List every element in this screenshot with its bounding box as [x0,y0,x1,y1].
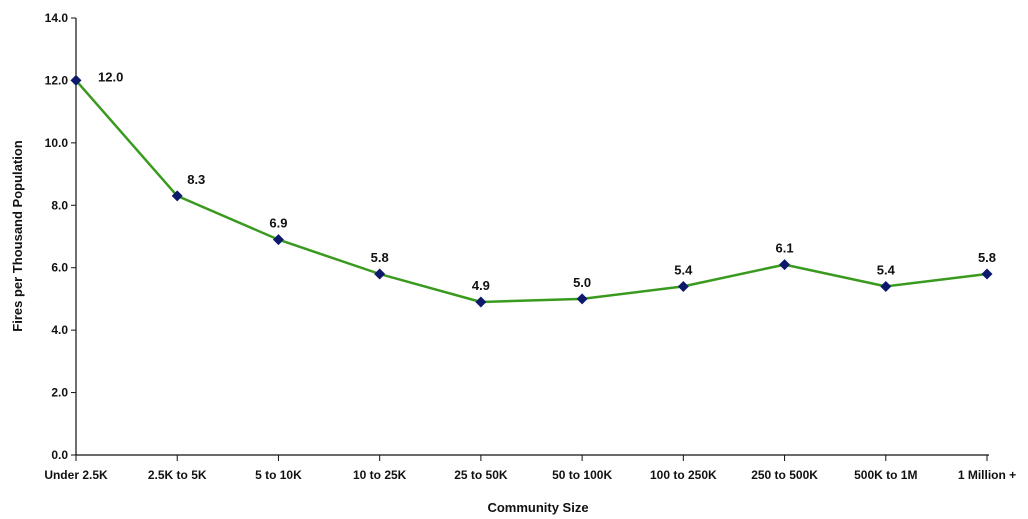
data-label: 4.9 [472,278,490,293]
y-axis-ticks: 0.0 2.0 4.0 6.0 8.0 10.0 12.0 14.0 [45,11,76,462]
data-label: 6.1 [776,241,794,256]
x-axis-title: Community Size [487,500,588,515]
y-tick-label: 4.0 [51,323,68,337]
x-tick-label: 500K to 1M [854,468,917,482]
data-markers [70,74,993,308]
data-point-marker [677,280,689,292]
data-point-marker [880,280,892,292]
data-point-marker [475,296,487,308]
x-tick-label: Under 2.5K [44,468,108,482]
axes [75,18,989,456]
x-tick-label: 5 to 10K [255,468,302,482]
y-tick-label: 14.0 [45,11,69,25]
y-tick-label: 8.0 [51,198,68,212]
x-tick-label: 50 to 100K [552,468,612,482]
x-tick-label: 2.5K to 5K [148,468,207,482]
data-label: 5.4 [877,262,896,277]
x-tick-label: 250 to 500K [751,468,818,482]
data-labels: 12.0 8.3 6.9 5.8 4.9 5.0 5.4 6.1 5.4 5.8 [98,69,996,293]
y-tick-label: 0.0 [51,448,68,462]
y-axis-title: Fires per Thousand Population [10,140,25,331]
data-label: 5.0 [573,275,591,290]
data-label: 6.9 [269,216,287,231]
data-point-marker [779,259,791,271]
y-tick-label: 12.0 [45,73,69,87]
data-point-marker [171,190,183,202]
series-line [75,79,988,304]
data-label: 8.3 [187,172,205,187]
y-tick-label: 2.0 [51,386,68,400]
x-axis-ticks: Under 2.5K 2.5K to 5K 5 to 10K 10 to 25K 25 … [44,455,1016,482]
data-point-marker [272,234,284,246]
data-label: 5.8 [978,250,996,265]
data-label: 12.0 [98,69,123,84]
y-tick-label: 10.0 [45,136,69,150]
y-tick-label: 6.0 [51,261,68,275]
data-label: 5.4 [674,262,693,277]
x-tick-label: 1 Million + [958,468,1016,482]
data-point-marker [374,268,386,280]
x-tick-label: 100 to 250K [650,468,717,482]
data-label: 5.8 [371,250,389,265]
data-point-marker [576,293,588,305]
data-point-marker [981,268,993,280]
x-tick-label: 10 to 25K [353,468,407,482]
data-point-marker [70,74,82,86]
x-tick-label: 25 to 50K [454,468,508,482]
